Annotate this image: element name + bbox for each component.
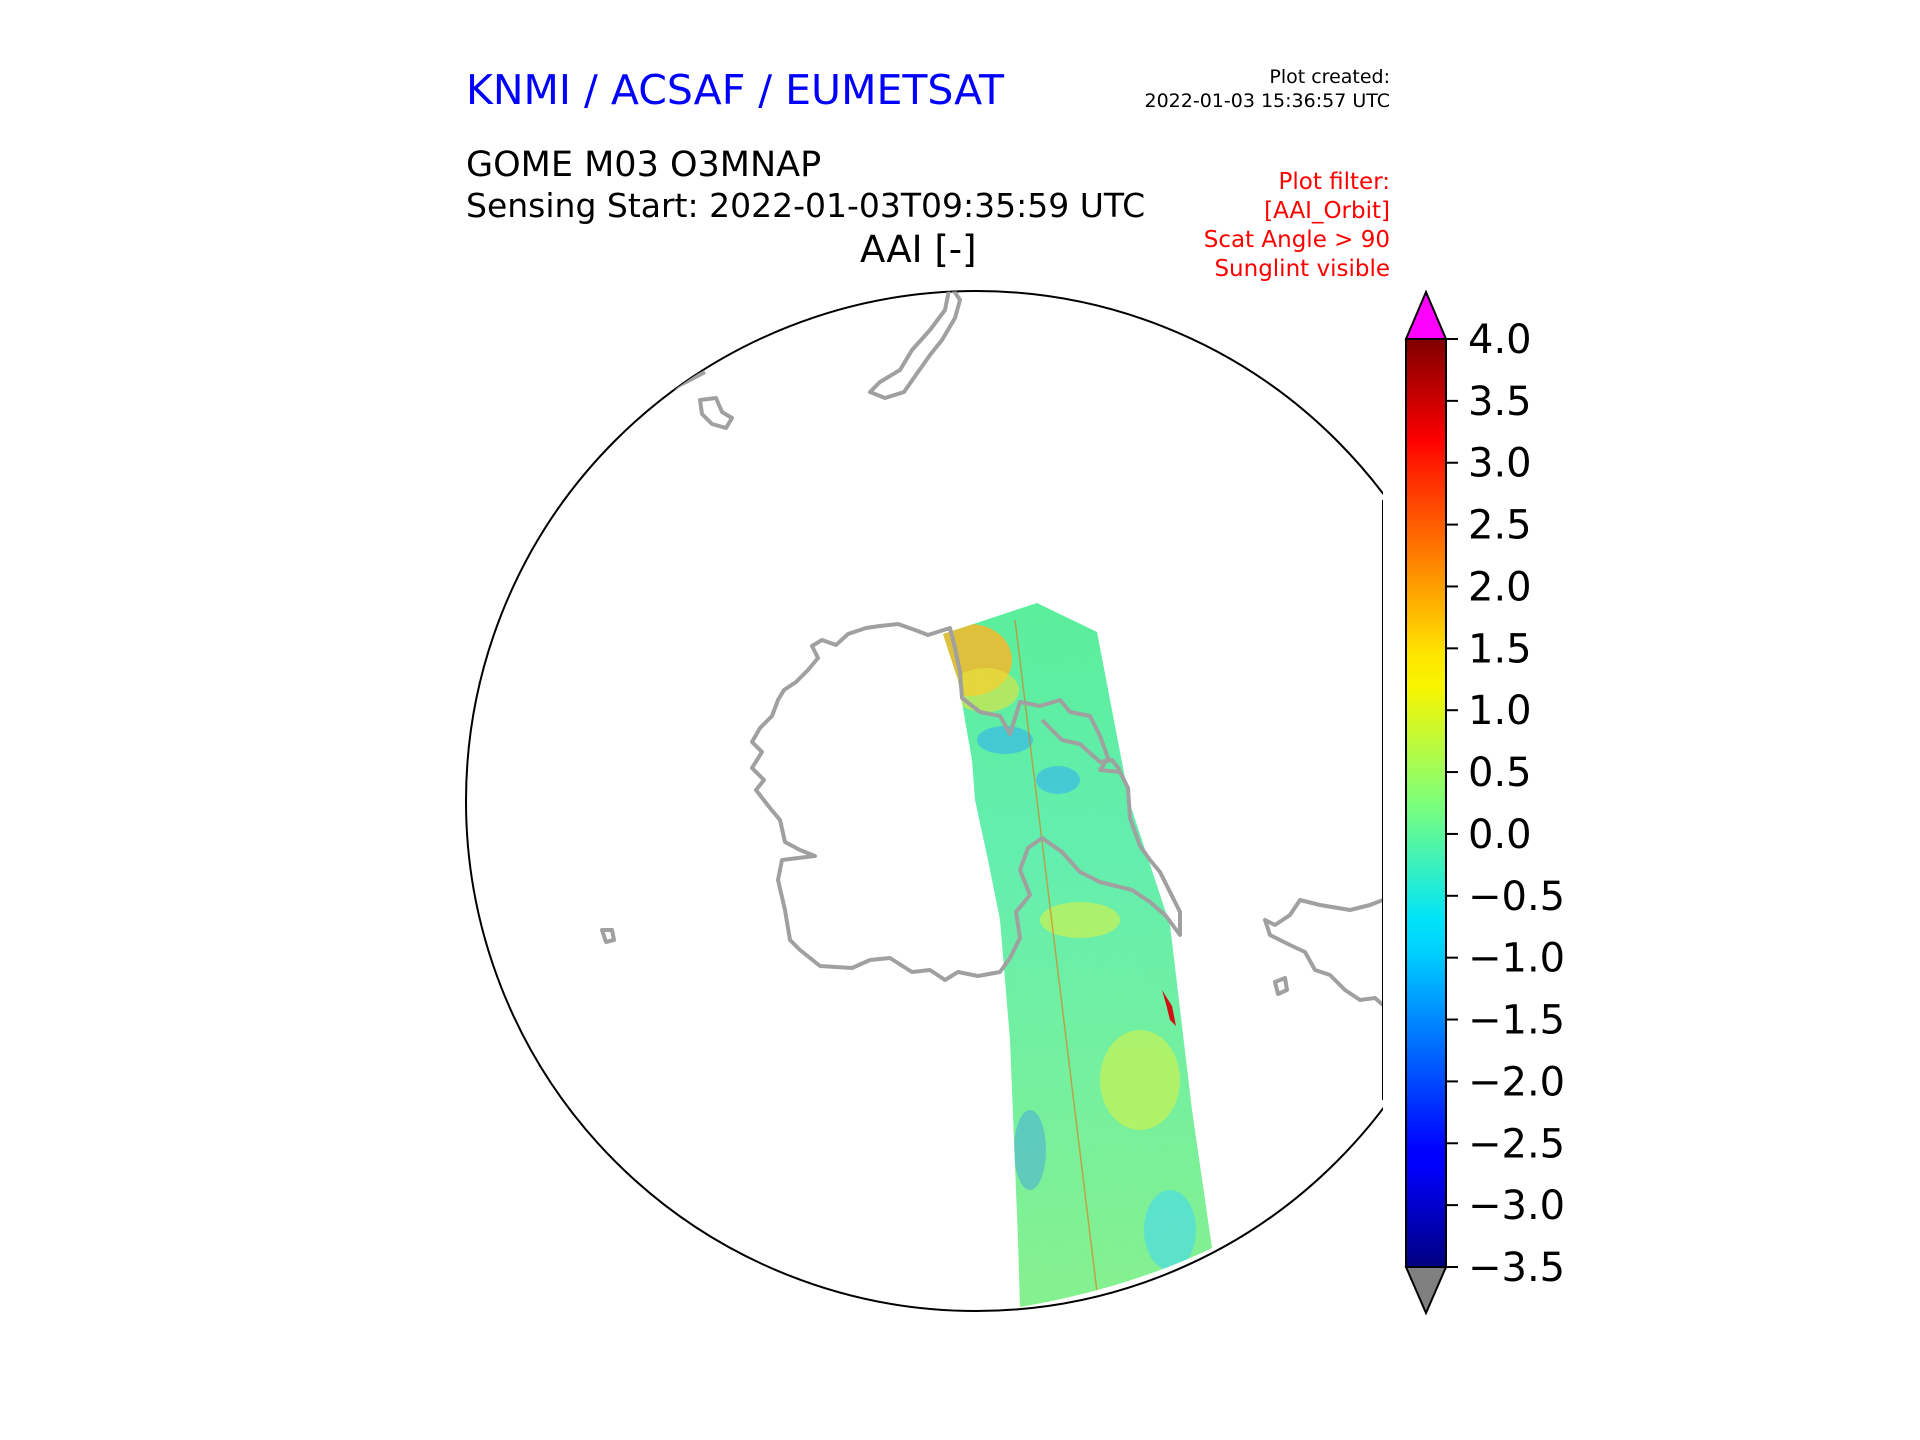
organization-title: KNMI / ACSAF / EUMETSAT — [466, 66, 1005, 114]
colorbar-tick-label: −3.0 — [1468, 1183, 1565, 1229]
colorbar-tick-label: 4.0 — [1468, 317, 1532, 363]
falklands-coastline — [1273, 976, 1289, 996]
variable-title: AAI [-] — [860, 228, 977, 271]
colorbar-tick-label: 2.5 — [1468, 503, 1532, 549]
south-america-coastline — [1263, 898, 1383, 1007]
island-coastline — [600, 928, 616, 944]
colorbar-ticks: 4.0 3.5 3.0 2.5 2.0 1.5 1.0 0.5 0.0 −0.5 −1.0 −1.5 −… — [1446, 317, 1565, 1291]
colorbar-tick-label: 0.0 — [1468, 812, 1532, 858]
map-area — [465, 290, 1383, 1312]
colorbar: 4.0 3.5 3.0 2.5 2.0 1.5 1.0 0.5 0.0 −0.5 −1.0 −1.5 −… — [1404, 289, 1565, 1316]
colorbar-tick-label: 1.0 — [1468, 688, 1532, 734]
colorbar-tick-label: −1.0 — [1468, 936, 1565, 982]
colorbar-tick-label: −2.5 — [1468, 1121, 1565, 1167]
colorbar-tick-label: −3.5 — [1468, 1245, 1565, 1291]
colorbar-tick-label: −2.0 — [1468, 1059, 1565, 1105]
plot-filter-label: Plot filter: — [1278, 169, 1390, 195]
coastlines — [600, 291, 1383, 1007]
colorbar-gradient — [1405, 338, 1447, 1268]
colorbar-tick-label: 0.5 — [1468, 750, 1532, 796]
sensing-start: Sensing Start: 2022-01-03T09:35:59 UTC — [466, 186, 1146, 225]
plot-filter-name: [AAI_Orbit] — [1264, 198, 1390, 224]
peninsula-coastline — [1040, 718, 1122, 772]
colorbar-tick-label: 1.5 — [1468, 626, 1532, 672]
colorbar-extend-min — [1404, 1266, 1448, 1316]
new-zealand-coastline — [868, 291, 962, 400]
colorbar-tick-label: 3.5 — [1468, 379, 1532, 425]
product-name: GOME M03 O3MNAP — [466, 145, 822, 185]
antarctica-coastline — [750, 622, 1182, 982]
plot-filter-scat-angle: Scat Angle > 90 — [1203, 227, 1390, 253]
colorbar-tick-label: 3.0 — [1468, 441, 1532, 487]
plot-created-label: Plot created: — [1269, 66, 1390, 88]
plot-created-time: 2022-01-03 15:36:57 UTC — [1144, 90, 1391, 112]
colorbar-tick-label: 2.0 — [1468, 564, 1532, 610]
colorbar-tick-label: −0.5 — [1468, 874, 1565, 920]
colorbar-extend-max — [1404, 289, 1448, 340]
tasmania-coastline — [698, 396, 734, 430]
colorbar-tick-label: −1.5 — [1468, 998, 1565, 1044]
plot-filter-sunglint: Sunglint visible — [1214, 256, 1390, 282]
